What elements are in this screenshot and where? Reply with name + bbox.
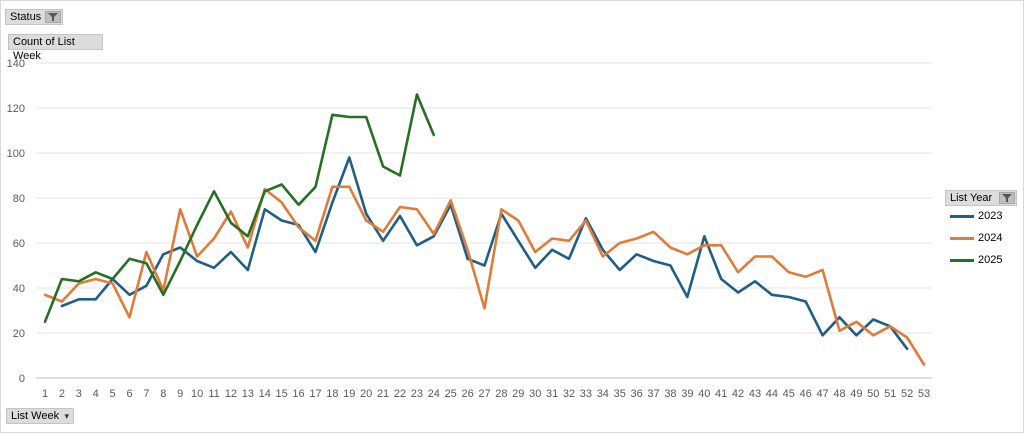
series-line-2023 [60, 156, 909, 351]
y-axis-ticks: 0 20 40 60 80 100 120 140 [7, 58, 25, 385]
value-field-label: Count of List Week [13, 36, 75, 62]
x-tick-label: 28 [495, 388, 507, 400]
gridlines [36, 62, 932, 379]
y-tick-label: 0 [19, 373, 25, 385]
value-field-button[interactable]: Count of List Week [8, 34, 103, 62]
legend-field-label: List Year [950, 192, 993, 204]
status-filter-button[interactable]: Status [5, 9, 63, 25]
series-lines [43, 93, 926, 366]
x-tick-label: 6 [126, 388, 132, 400]
x-tick-label: 19 [343, 388, 355, 400]
x-tick-label: 32 [563, 388, 575, 400]
x-tick-label: 49 [850, 388, 862, 400]
x-tick-label: 41 [715, 388, 727, 400]
legend-label: 2023 [978, 210, 1003, 222]
x-tick-label: 29 [512, 388, 524, 400]
x-tick-label: 27 [478, 388, 490, 400]
x-tick-label: 5 [110, 388, 116, 400]
x-tick-label: 48 [833, 388, 845, 400]
axis-field-label: List Week [11, 410, 60, 422]
x-tick-label: 38 [664, 388, 676, 400]
x-tick-label: 46 [800, 388, 812, 400]
legend-swatch [950, 215, 974, 218]
legend-field-button[interactable]: List Year [945, 190, 1017, 206]
x-tick-label: 44 [766, 388, 778, 400]
x-tick-label: 25 [445, 388, 457, 400]
legend-swatch [950, 259, 974, 262]
x-tick-label: 22 [394, 388, 406, 400]
x-tick-label: 50 [867, 388, 879, 400]
x-tick-label: 36 [631, 388, 643, 400]
x-tick-label: 24 [428, 388, 440, 400]
series-line-2025 [43, 93, 436, 324]
series-line-2024 [43, 185, 926, 366]
dropdown-arrow-icon: ▾ [64, 411, 69, 421]
x-axis-ticks: 1 2 3 4 5 6 7 8 9 10 11 12 13 14 15 16 17 18 19 20 21 22 23 24 2… [42, 388, 930, 400]
x-tick-label: 43 [749, 388, 761, 400]
x-tick-label: 14 [259, 388, 271, 400]
y-tick-label: 40 [13, 283, 25, 295]
x-tick-label: 12 [225, 388, 237, 400]
y-tick-label: 20 [13, 328, 25, 340]
x-tick-label: 18 [326, 388, 338, 400]
x-tick-label: 52 [901, 388, 913, 400]
x-tick-label: 31 [546, 388, 558, 400]
x-tick-label: 17 [309, 388, 321, 400]
x-tick-label: 40 [698, 388, 710, 400]
x-tick-label: 47 [816, 388, 828, 400]
x-tick-label: 35 [614, 388, 626, 400]
x-tick-label: 21 [377, 388, 389, 400]
x-tick-label: 10 [191, 388, 203, 400]
legend-label: 2024 [978, 232, 1003, 244]
filter-icon [45, 11, 61, 23]
x-tick-label: 30 [529, 388, 541, 400]
x-tick-label: 34 [597, 388, 609, 400]
y-tick-label: 140 [7, 58, 25, 70]
x-tick-label: 9 [177, 388, 183, 400]
x-tick-label: 13 [242, 388, 254, 400]
x-tick-label: 37 [647, 388, 659, 400]
y-tick-label: 60 [13, 238, 25, 250]
x-tick-label: 15 [276, 388, 288, 400]
x-tick-label: 11 [208, 388, 219, 400]
x-tick-label: 53 [918, 388, 930, 400]
x-tick-label: 33 [580, 388, 592, 400]
x-tick-label: 16 [292, 388, 304, 400]
x-tick-label: 42 [732, 388, 744, 400]
filter-icon [999, 192, 1015, 204]
status-filter-label: Status [10, 11, 42, 23]
legend-swatch [950, 237, 974, 240]
y-tick-label: 100 [7, 148, 25, 160]
y-tick-label: 80 [13, 193, 25, 205]
x-tick-label: 3 [76, 388, 82, 400]
legend-label: 2025 [978, 254, 1003, 266]
x-tick-label: 26 [461, 388, 473, 400]
x-tick-label: 45 [783, 388, 795, 400]
x-tick-label: 2 [59, 388, 65, 400]
axis-field-button[interactable]: List Week ▾ [6, 408, 74, 424]
x-tick-label: 51 [884, 388, 896, 400]
y-tick-label: 120 [7, 103, 25, 115]
x-tick-label: 23 [411, 388, 423, 400]
x-tick-label: 8 [160, 388, 166, 400]
x-tick-label: 4 [93, 388, 99, 400]
x-tick-label: 7 [143, 388, 149, 400]
x-tick-label: 1 [42, 388, 48, 400]
x-tick-label: 39 [681, 388, 693, 400]
x-tick-label: 20 [360, 388, 372, 400]
